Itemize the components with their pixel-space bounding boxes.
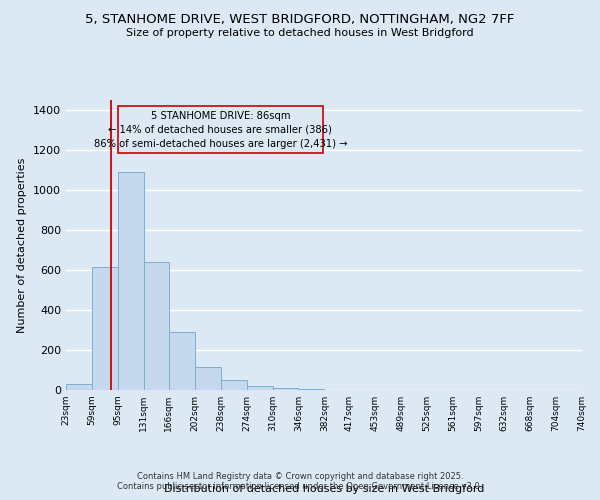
Text: Contains HM Land Registry data © Crown copyright and database right 2025.: Contains HM Land Registry data © Crown c… <box>137 472 463 481</box>
Text: 5 STANHOME DRIVE: 86sqm
← 14% of detached houses are smaller (386)
86% of semi-d: 5 STANHOME DRIVE: 86sqm ← 14% of detache… <box>94 110 347 148</box>
Text: 5, STANHOME DRIVE, WEST BRIDGFORD, NOTTINGHAM, NG2 7FF: 5, STANHOME DRIVE, WEST BRIDGFORD, NOTTI… <box>85 12 515 26</box>
Bar <box>118 172 144 390</box>
Bar <box>221 380 247 390</box>
Bar <box>247 386 272 390</box>
Y-axis label: Number of detached properties: Number of detached properties <box>17 158 28 332</box>
Bar <box>92 267 118 390</box>
Bar <box>272 388 298 390</box>
Bar <box>66 384 92 390</box>
Text: Size of property relative to detached houses in West Bridgford: Size of property relative to detached ho… <box>126 28 474 38</box>
FancyBboxPatch shape <box>118 106 323 153</box>
X-axis label: Distribution of detached houses by size in West Bridgford: Distribution of detached houses by size … <box>164 484 484 494</box>
Text: Contains public sector information licensed under the Open Government Licence v3: Contains public sector information licen… <box>118 482 482 491</box>
Bar <box>144 262 169 390</box>
Bar <box>195 367 221 390</box>
Bar <box>169 332 195 390</box>
Bar <box>298 389 325 390</box>
